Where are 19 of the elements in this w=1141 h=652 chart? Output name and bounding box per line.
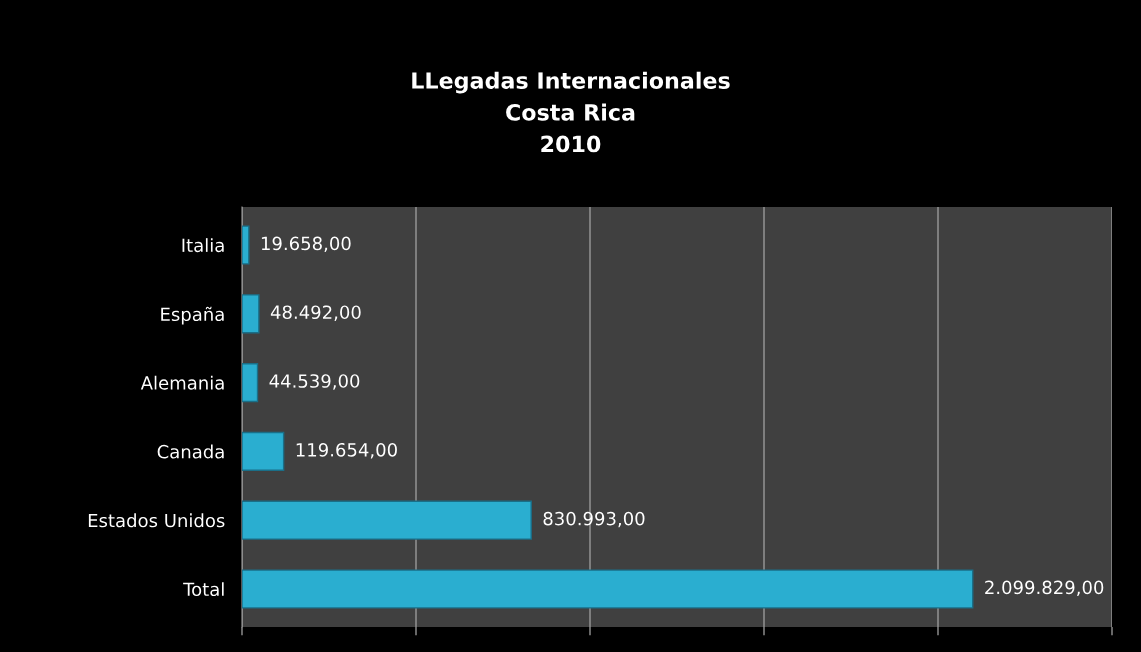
data-label: 2.099.829,00 [985, 580, 1104, 597]
data-label: 19.658,00 [261, 236, 351, 253]
bar [242, 225, 250, 265]
bar [242, 500, 532, 540]
y-tick-label: Canada [157, 444, 224, 459]
bar [242, 294, 260, 334]
data-label: 44.539,00 [269, 374, 360, 390]
y-tick-label: Estados Unidos [88, 513, 225, 528]
y-tick-label: España [161, 306, 224, 325]
y-tick-label: Total [183, 582, 224, 597]
y-tick-label: Alemania [140, 375, 224, 390]
bar [242, 569, 974, 609]
data-label: 830.993,00 [543, 511, 645, 528]
bar [242, 431, 285, 472]
data-label: 48.492,00 [270, 305, 361, 321]
bar [242, 362, 259, 403]
data-label: 119.654,00 [296, 442, 397, 459]
chart-title: LLegadas Internacionales Costa Rica 2010 [412, 71, 730, 153]
y-tick-label: Italia [182, 238, 224, 253]
